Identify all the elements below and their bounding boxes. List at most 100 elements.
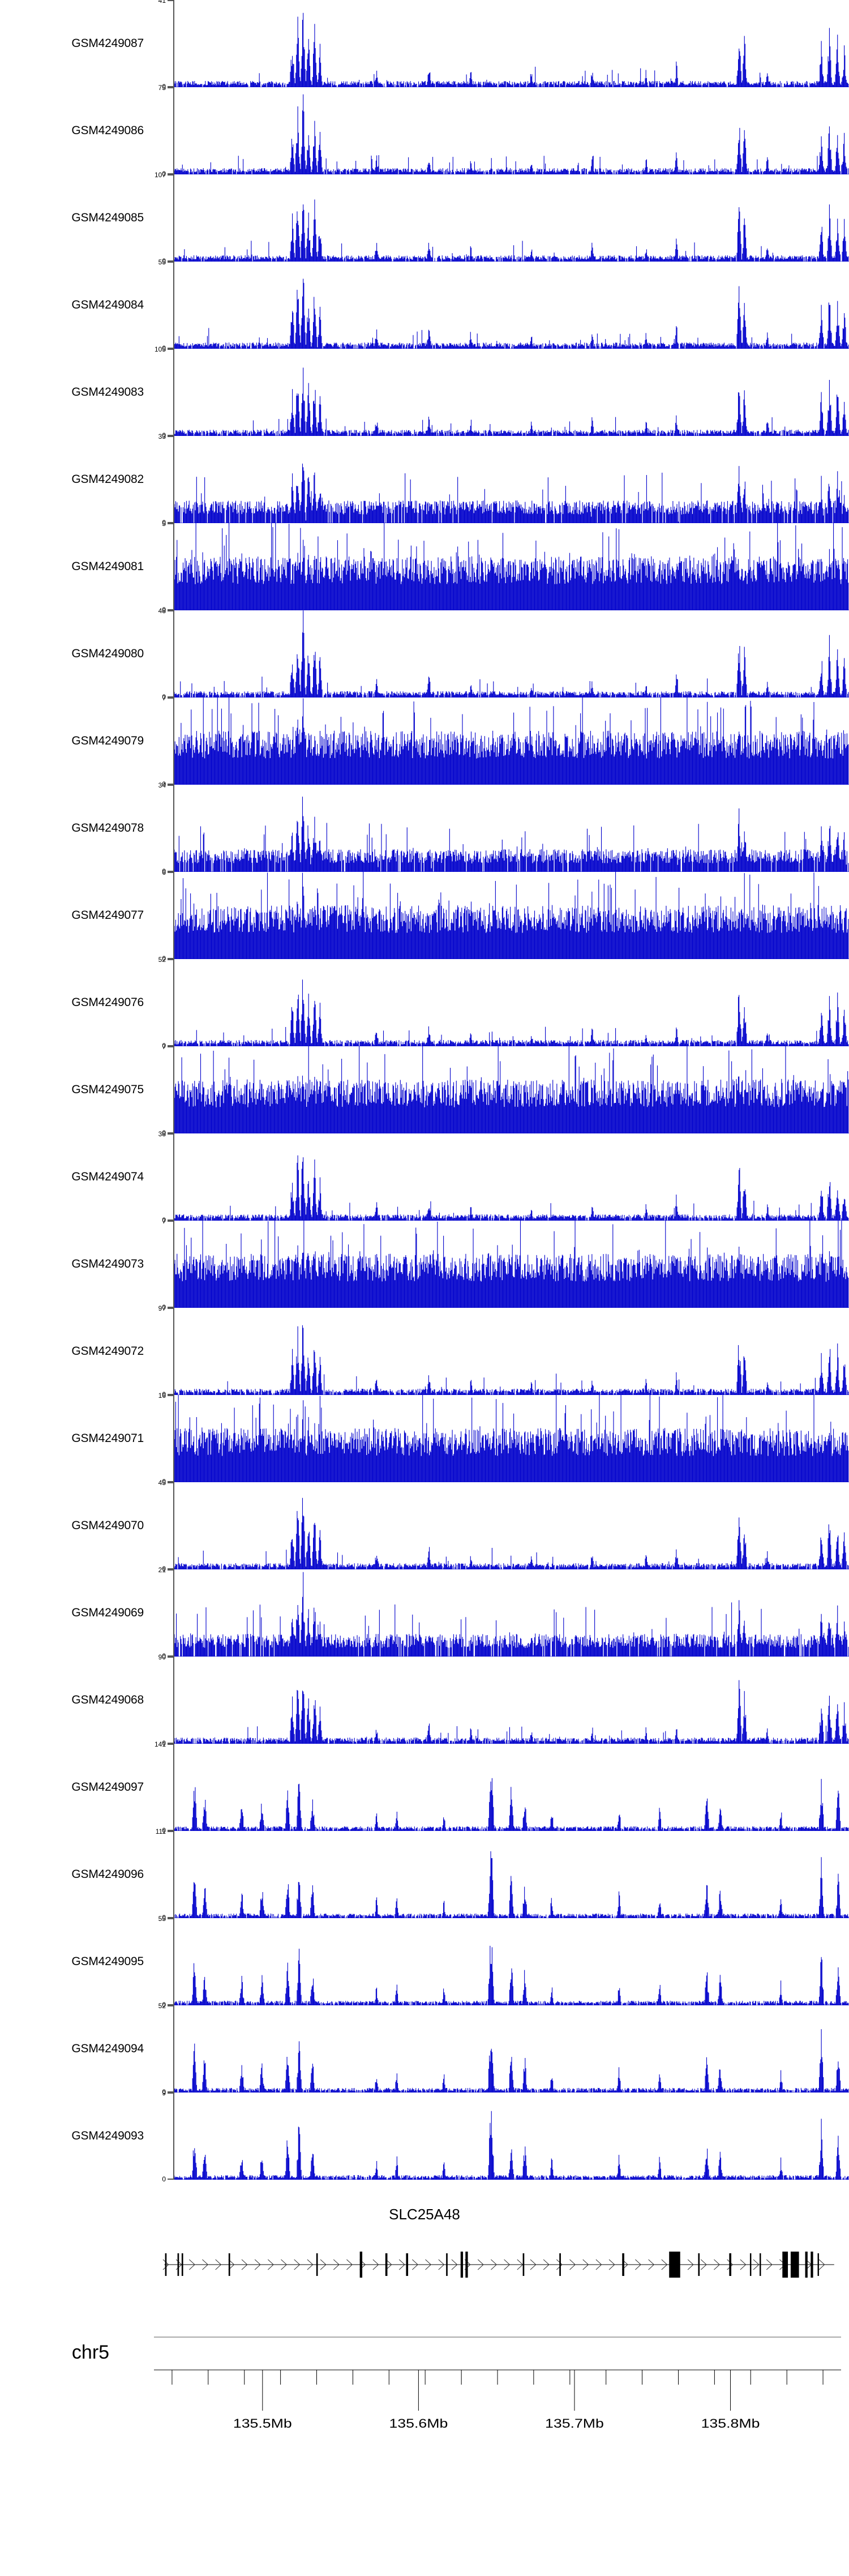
y-axis-tick-top (168, 785, 174, 786)
coverage-plot (174, 610, 849, 698)
coverage-plot-svg (174, 1569, 849, 1657)
coverage-track: GSM4249087 41 0 (0, 0, 849, 90)
track-label: GSM4249075 (71, 1083, 144, 1096)
track-label: GSM4249078 (71, 821, 144, 835)
y-axis-tick-bottom (168, 1045, 174, 1046)
strand-arrow-icon (819, 2260, 825, 2270)
track-label: GSM4249082 (71, 473, 144, 486)
y-axis-tick-bottom (168, 1219, 174, 1221)
y-axis-line (173, 1133, 174, 1221)
coverage-plot-svg (174, 1395, 849, 1482)
track-label-cell: GSM4249084 (0, 262, 148, 349)
y-axis-tick-top (168, 1133, 174, 1135)
y-axis-min-label: 0 (162, 1565, 166, 1573)
gene-exon (729, 2253, 732, 2276)
track-label: GSM4249097 (71, 1781, 144, 1794)
track-label: GSM4249071 (71, 1432, 144, 1445)
gene-exon (698, 2253, 700, 2276)
y-axis-line (173, 2093, 174, 2180)
y-axis-line (173, 174, 174, 262)
track-label-cell: GSM4249074 (0, 1133, 148, 1221)
track-label: GSM4249084 (71, 298, 144, 311)
coverage-tracks-container: GSM4249087 41 0 GSM4249086 75 0 GSM4249085 107 0… (0, 0, 849, 2183)
strand-arrow-icon (701, 2260, 706, 2270)
track-label-cell: GSM4249097 (0, 1744, 148, 1831)
coverage-bars (174, 464, 848, 523)
coverage-plot (174, 2093, 849, 2180)
coverage-plot (174, 959, 849, 1046)
y-axis-max-label: 141 (154, 1740, 166, 1748)
coverage-track: GSM4249074 38 0 (0, 1131, 849, 1223)
chromosome-axis-panel: chr5 135.5Mb 135.6Mb 135.7Mb 135.8Mb (0, 2310, 849, 2480)
coverage-plot-svg (174, 698, 849, 785)
y-axis-min-label: 0 (162, 1129, 166, 1137)
coverage-plot (174, 1308, 849, 1395)
strand-arrow-icon (373, 2260, 379, 2270)
track-y-axis: 75 0 (148, 84, 174, 178)
coverage-bars (174, 872, 848, 959)
coverage-track: GSM4249070 45 0 (0, 1479, 849, 1573)
y-axis-min-label: 0 (162, 170, 166, 178)
y-axis-line (173, 1657, 174, 1744)
coverage-plot (174, 1744, 849, 1831)
y-axis-tick-bottom (168, 260, 174, 262)
strand-arrow-icon (714, 2260, 720, 2270)
gene-exon (460, 2252, 464, 2278)
gene-exon (177, 2253, 179, 2276)
y-axis-max-label: 7 (162, 1043, 166, 1051)
y-axis-line (173, 87, 174, 174)
track-y-axis: 55 0 (148, 259, 174, 352)
coverage-plot (174, 174, 849, 262)
y-axis-tick-top (168, 0, 174, 1)
y-axis-max-label: 48 (158, 607, 166, 615)
coverage-plot-svg (174, 349, 849, 436)
axis-tick-label: 135.5Mb (233, 2417, 292, 2430)
track-y-axis: 38 0 (148, 1131, 174, 1223)
y-axis-tick-bottom (168, 871, 174, 872)
y-axis-min-label: 0 (162, 1042, 166, 1050)
coverage-plot (174, 2005, 849, 2093)
coverage-bars (174, 2029, 848, 2093)
strand-arrow-icon (426, 2260, 431, 2270)
strand-arrow-icon (346, 2260, 352, 2270)
strand-arrow-icon (478, 2260, 483, 2270)
y-axis-max-label: 41 (158, 0, 166, 5)
coverage-bars (174, 979, 848, 1046)
track-label-cell: GSM4249077 (0, 872, 148, 959)
y-axis-line (173, 1831, 174, 1918)
y-axis-max-label: 5 (162, 520, 166, 528)
chromosome-label: chr5 (71, 2342, 110, 2363)
y-axis-line (173, 262, 174, 349)
y-axis-tick-bottom (168, 2004, 174, 2005)
axis-tick-label: 135.8Mb (701, 2417, 760, 2430)
strand-arrow-icon (688, 2260, 693, 2270)
gene-exon (465, 2252, 468, 2278)
coverage-plot (174, 698, 849, 785)
y-axis-line (173, 523, 174, 610)
coverage-plot-svg (174, 1831, 849, 1918)
coverage-bars (174, 698, 848, 785)
coverage-plot (174, 872, 849, 959)
strand-arrow-icon (268, 2260, 273, 2270)
strand-arrow-icon (452, 2260, 457, 2270)
y-axis-tick-bottom (168, 1394, 174, 1395)
track-label-cell: GSM4249094 (0, 2005, 148, 2093)
coverage-bars (174, 1946, 848, 2005)
y-axis-min-label: 0 (162, 955, 166, 962)
y-axis-tick-bottom (168, 435, 174, 436)
y-axis-tick-bottom (168, 2179, 174, 2180)
track-y-axis: 55 0 (148, 1915, 174, 2008)
strand-arrow-icon (570, 2260, 576, 2270)
y-axis-line (173, 0, 174, 87)
y-axis-min-label: 0 (162, 780, 166, 788)
gene-exon (669, 2252, 680, 2278)
track-label-cell: GSM4249081 (0, 523, 148, 610)
coverage-bars (174, 1395, 848, 1482)
y-axis-tick-bottom (168, 609, 174, 610)
coverage-plot-svg (174, 1308, 849, 1395)
track-y-axis: 107 0 (148, 171, 174, 264)
track-label-cell: GSM4249078 (0, 785, 148, 872)
coverage-plot (174, 262, 849, 349)
y-axis-max-label: 107 (154, 171, 166, 179)
y-axis-min-label: 0 (162, 2175, 166, 2183)
